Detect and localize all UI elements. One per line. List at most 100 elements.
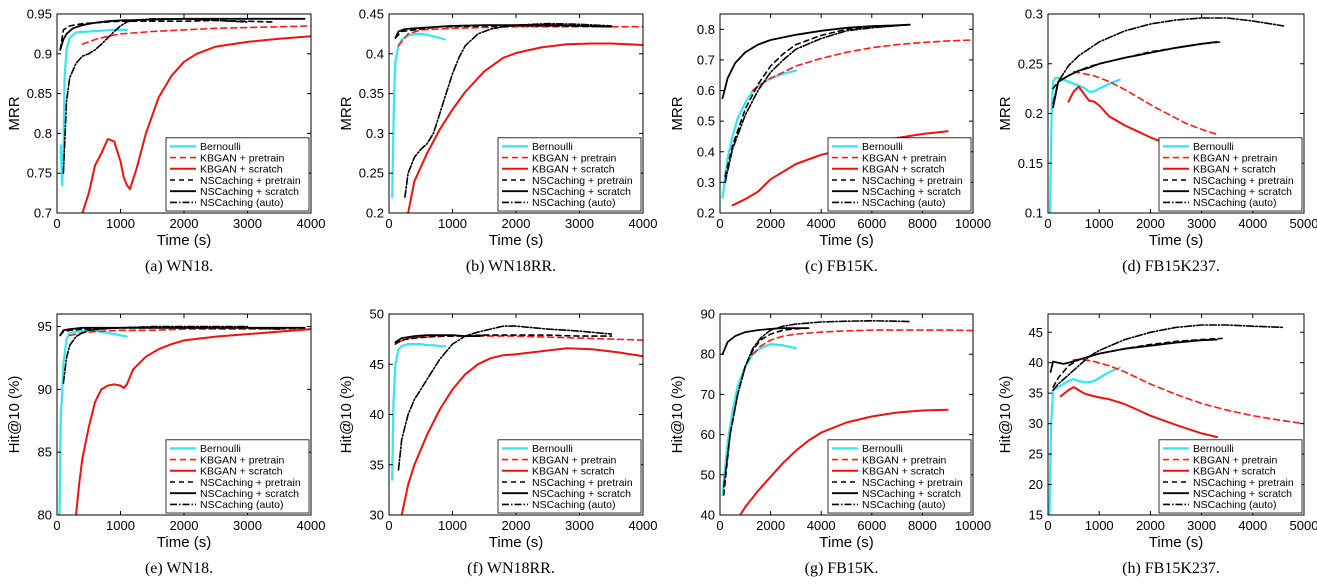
y-tick-label: 20 <box>1029 477 1043 492</box>
legend-entry: NSCaching + scratch <box>532 186 631 198</box>
legend-box <box>497 439 642 514</box>
y-axis-label: MRR <box>997 96 1014 130</box>
series-line-0 <box>58 329 129 515</box>
subfigure-caption: (d) FB15K237. <box>1122 258 1220 275</box>
y-tick-label: 0.4 <box>366 46 384 61</box>
x-tick-label: 1000 <box>1085 518 1114 533</box>
x-tick-label: 8000 <box>908 216 937 231</box>
x-tick-label: 0 <box>53 518 60 533</box>
legend-entry: NSCaching (auto) <box>200 197 283 209</box>
y-tick-label: 90 <box>38 382 52 397</box>
x-tick-label: 2000 <box>170 518 199 533</box>
chart-panel-0: 0 1000 2000 3000 4000 0.7 0.75 0.8 0.85 0.9 0.95 Ti… <box>6 7 325 276</box>
series-line-4 <box>59 326 306 337</box>
x-tick-label: 5000 <box>1290 518 1317 533</box>
x-tick-label: 2000 <box>1136 518 1165 533</box>
x-tick-label: 4000 <box>1238 518 1267 533</box>
x-tick-label: 4000 <box>1238 216 1267 231</box>
subfigure-caption: (g) FB15K. <box>805 560 879 577</box>
legend-entry: NSCaching + pretrain <box>862 175 963 187</box>
y-tick-label: 40 <box>1029 355 1043 370</box>
y-tick-label: 35 <box>370 457 384 472</box>
subfigure-caption: (c) FB15K. <box>805 258 878 275</box>
series-line-5 <box>722 319 911 488</box>
x-tick-label: 3000 <box>565 518 594 533</box>
legend-entry: NSCaching (auto) <box>200 499 283 511</box>
y-tick-label: 25 <box>1029 447 1043 462</box>
y-axis-label: Hit@10 (%) <box>997 376 1014 454</box>
legend-entry: NSCaching + scratch <box>1193 186 1292 198</box>
chart-panel-2: 0 2000 4000 6000 8000 10000 0.2 0.3 0.4 0.5 0.6 0.7… <box>669 13 991 275</box>
y-tick-label: 45 <box>1029 325 1043 340</box>
legend-box <box>1158 137 1303 212</box>
y-axis-label: MRR <box>669 96 686 130</box>
x-tick-label: 0 <box>716 216 723 231</box>
legend-entry: Bernoulli <box>862 141 903 153</box>
series-line-5 <box>62 325 249 384</box>
y-tick-label: 70 <box>701 387 715 402</box>
series-line-0 <box>721 343 798 496</box>
y-tick-label: 30 <box>1029 416 1043 431</box>
x-tick-label: 8000 <box>908 518 937 533</box>
y-tick-label: 0.15 <box>1018 156 1043 171</box>
legend-box <box>827 439 972 514</box>
legend-box <box>827 137 972 212</box>
y-tick-label: 0.3 <box>366 126 384 141</box>
x-axis-label: Time (s) <box>819 534 873 551</box>
y-axis-label: MRR <box>338 96 355 130</box>
series-line-2 <box>407 42 643 213</box>
x-tick-label: 4000 <box>297 216 326 231</box>
legend-entry: NSCaching + scratch <box>862 186 961 198</box>
legend-box <box>165 439 310 514</box>
series-lines <box>58 325 311 515</box>
x-tick-label: 3000 <box>565 216 594 231</box>
legend-entry: NSCaching + pretrain <box>532 477 633 489</box>
x-tick-label: 1000 <box>106 518 135 533</box>
legend-entry: NSCaching + pretrain <box>200 175 301 187</box>
axes-frame <box>1047 313 1305 516</box>
series-line-2 <box>739 408 949 515</box>
series-line-3 <box>1052 41 1223 90</box>
series-line-2 <box>81 35 311 213</box>
x-tick-label: 5000 <box>1290 216 1317 231</box>
legend-entry: NSCaching + pretrain <box>1193 477 1294 489</box>
legend-entry: Bernoulli <box>200 141 241 153</box>
x-tick-label: 3000 <box>1187 216 1216 231</box>
series-line-4 <box>721 23 911 100</box>
x-tick-label: 0 <box>716 518 723 533</box>
x-axis-label: Time (s) <box>489 534 543 551</box>
chart-panel-1: 0 1000 2000 3000 4000 0.2 0.25 0.3 0.35 0.4 0.45 Ti… <box>338 7 657 276</box>
legend-entry: KBGAN + scratch <box>862 164 945 176</box>
x-tick-label: 4000 <box>807 518 836 533</box>
chart-panel-7: 0 1000 2000 3000 4000 5000 15 20 25 30 35 40 45 Time … <box>997 313 1317 577</box>
y-tick-label: 35 <box>1029 386 1043 401</box>
series-line-1 <box>1072 70 1218 136</box>
x-tick-label: 4000 <box>629 216 658 231</box>
y-tick-label: 0.2 <box>697 206 715 221</box>
x-tick-label: 1000 <box>438 518 467 533</box>
legend-entry: KBGAN + pretrain <box>200 454 284 466</box>
y-axis-label: Hit@10 (%) <box>669 376 686 454</box>
axes-frame <box>719 313 974 516</box>
y-tick-label: 0.85 <box>27 86 52 101</box>
series-line-1 <box>1072 358 1304 425</box>
y-axis-label: Hit@10 (%) <box>6 376 23 454</box>
legend-entry: NSCaching (auto) <box>532 499 615 511</box>
series-lines <box>1048 324 1304 515</box>
x-tick-label: 1000 <box>1085 216 1114 231</box>
y-tick-label: 0.4 <box>697 144 715 159</box>
y-tick-label: 0.2 <box>366 206 384 221</box>
y-axis-label: Hit@10 (%) <box>338 376 355 454</box>
legend-box <box>165 137 310 212</box>
legend-entry: KBGAN + pretrain <box>1193 152 1277 164</box>
x-tick-label: 3000 <box>233 518 262 533</box>
series-line-3 <box>59 19 274 51</box>
legend-entry: KBGAN + pretrain <box>200 152 284 164</box>
legend-entry: KBGAN + pretrain <box>532 152 616 164</box>
